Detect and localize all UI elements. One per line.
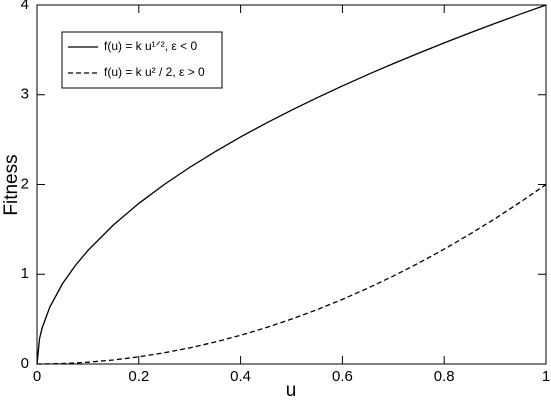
y-tick-label: 3 <box>21 86 29 103</box>
x-axis-label: u <box>286 380 297 400</box>
x-tick-label: 1 <box>542 368 550 385</box>
x-tick-label: 0.2 <box>128 368 149 385</box>
x-tick-label: 0 <box>33 368 41 385</box>
legend-label: f(u) = k u² / 2, ε > 0 <box>104 65 205 79</box>
line-series <box>36 4 547 365</box>
y-axis-label: Fitness <box>1 154 22 215</box>
x-tick-label: 0.4 <box>230 368 251 385</box>
y-tick-label: 1 <box>21 265 29 282</box>
line-series <box>37 183 547 365</box>
y-tick-label: 2 <box>21 175 29 192</box>
legend-label: f(u) = k u¹ᐟ², ε < 0 <box>104 39 197 53</box>
x-tick-label: 0.8 <box>434 368 455 385</box>
legend-box <box>61 31 223 89</box>
y-tick-label: 4 <box>21 0 29 13</box>
x-tick-label: 0.6 <box>332 368 353 385</box>
y-tick-label: 0 <box>21 355 29 372</box>
